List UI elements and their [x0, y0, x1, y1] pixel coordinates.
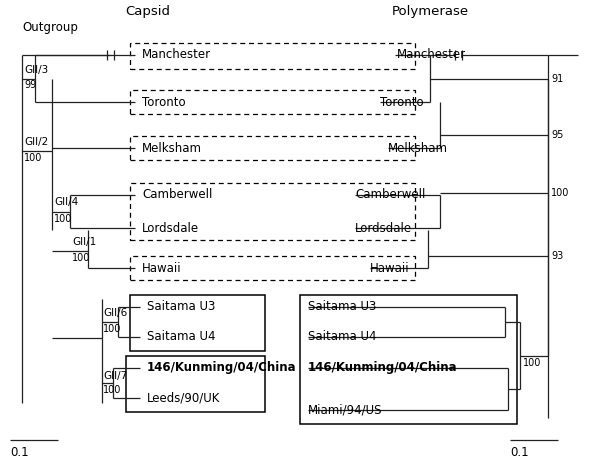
Text: Lordsdale: Lordsdale: [142, 222, 199, 235]
Text: GII/1: GII/1: [72, 237, 96, 247]
Text: 100: 100: [523, 358, 541, 368]
Text: Hawaii: Hawaii: [370, 262, 410, 274]
Text: Saitama U4: Saitama U4: [308, 330, 377, 343]
Text: 100: 100: [24, 153, 43, 163]
Bar: [300, 295, 517, 424]
Text: 100: 100: [72, 253, 91, 263]
Text: GII/2: GII/2: [24, 137, 48, 147]
Text: Toronto: Toronto: [142, 95, 185, 108]
Text: 93: 93: [551, 251, 563, 261]
Text: GII/6: GII/6: [103, 308, 127, 318]
Text: 0.1: 0.1: [510, 446, 529, 459]
Text: GII/7: GII/7: [103, 371, 127, 381]
Text: 99: 99: [24, 80, 36, 90]
Text: Polymerase: Polymerase: [391, 6, 469, 18]
Text: Capsid: Capsid: [125, 6, 170, 18]
Text: Outgroup: Outgroup: [22, 22, 78, 34]
Text: 100: 100: [103, 385, 121, 395]
Text: Lordsdale: Lordsdale: [355, 222, 412, 235]
Text: Toronto: Toronto: [380, 95, 424, 108]
Text: Saitama U4: Saitama U4: [147, 330, 215, 343]
Text: Saitama U3: Saitama U3: [308, 301, 376, 313]
Text: Saitama U3: Saitama U3: [147, 301, 215, 313]
Text: 95: 95: [551, 130, 563, 140]
Text: Camberwell: Camberwell: [355, 189, 425, 202]
Text: 146/Kunming/04/China: 146/Kunming/04/China: [147, 362, 296, 375]
Text: 91: 91: [551, 73, 563, 84]
Text: Miami/94/US: Miami/94/US: [308, 403, 383, 416]
Bar: [130, 43, 415, 69]
Text: Hawaii: Hawaii: [142, 262, 182, 274]
Text: Melksham: Melksham: [388, 141, 448, 155]
Bar: [130, 256, 415, 280]
Text: Manchester: Manchester: [397, 49, 466, 62]
Text: Manchester: Manchester: [142, 49, 211, 62]
Text: 100: 100: [54, 213, 73, 224]
Text: Camberwell: Camberwell: [142, 189, 212, 202]
Bar: [126, 356, 265, 412]
Text: 100: 100: [551, 188, 569, 198]
Text: Leeds/90/UK: Leeds/90/UK: [147, 392, 220, 404]
Bar: [130, 136, 415, 160]
Text: Melksham: Melksham: [142, 141, 202, 155]
Bar: [130, 295, 265, 351]
Text: 100: 100: [103, 324, 121, 334]
Text: 0.1: 0.1: [10, 446, 29, 459]
Bar: [130, 90, 415, 114]
Text: GII/3: GII/3: [24, 65, 48, 74]
Text: GII/4: GII/4: [54, 197, 78, 207]
Bar: [130, 183, 415, 240]
Text: 146/Kunming/04/China: 146/Kunming/04/China: [308, 362, 458, 375]
